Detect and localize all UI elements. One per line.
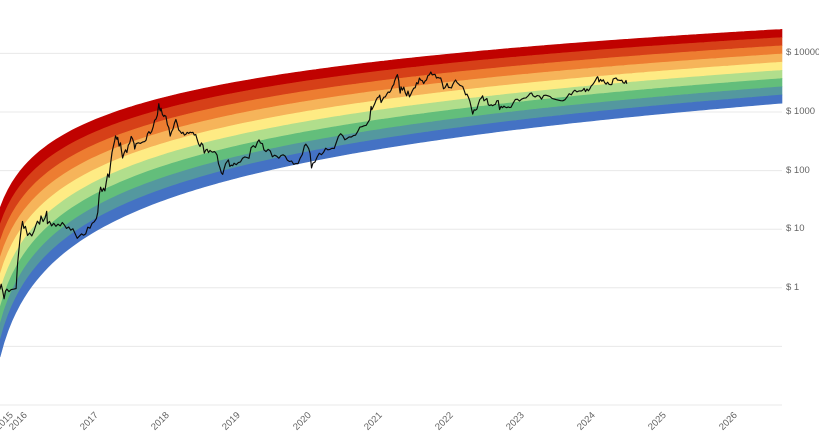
rainbow-bands (0, 28, 783, 358)
y-tick-label: $ 10 (786, 223, 805, 234)
rainbow-band-9 (0, 94, 783, 358)
y-tick-label: $ 100 (786, 165, 810, 176)
y-tick-label: $ 1000 (786, 106, 816, 117)
price-line (0, 71, 628, 300)
y-tick-label: $ 1 (786, 282, 800, 293)
y-tick-label: $ 10000 (786, 47, 819, 58)
